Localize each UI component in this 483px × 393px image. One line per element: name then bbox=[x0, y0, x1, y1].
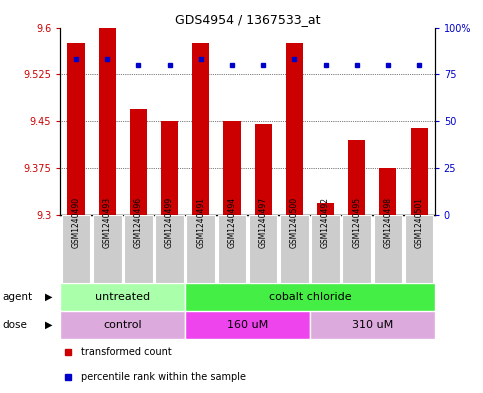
FancyBboxPatch shape bbox=[405, 215, 433, 283]
Text: GSM1240497: GSM1240497 bbox=[258, 196, 268, 248]
FancyBboxPatch shape bbox=[93, 215, 122, 283]
Text: GSM1240491: GSM1240491 bbox=[196, 197, 205, 248]
Bar bbox=[286, 43, 303, 215]
Text: GSM1240494: GSM1240494 bbox=[227, 196, 237, 248]
Bar bbox=[68, 43, 85, 215]
Bar bbox=[379, 168, 397, 215]
Bar bbox=[411, 128, 427, 215]
Text: GSM1240492: GSM1240492 bbox=[321, 197, 330, 248]
Title: GDS4954 / 1367533_at: GDS4954 / 1367533_at bbox=[175, 13, 320, 26]
FancyBboxPatch shape bbox=[60, 311, 185, 339]
Text: 310 uM: 310 uM bbox=[352, 320, 393, 330]
Bar bbox=[99, 28, 116, 215]
Text: agent: agent bbox=[2, 292, 32, 302]
Text: dose: dose bbox=[2, 320, 28, 330]
Text: ▶: ▶ bbox=[44, 320, 52, 330]
FancyBboxPatch shape bbox=[217, 215, 246, 283]
Text: GSM1240498: GSM1240498 bbox=[384, 197, 392, 248]
FancyBboxPatch shape bbox=[185, 311, 310, 339]
FancyBboxPatch shape bbox=[342, 215, 371, 283]
Text: GSM1240490: GSM1240490 bbox=[71, 196, 81, 248]
FancyBboxPatch shape bbox=[249, 215, 277, 283]
Text: 160 uM: 160 uM bbox=[227, 320, 268, 330]
FancyBboxPatch shape bbox=[373, 215, 402, 283]
Text: control: control bbox=[103, 320, 142, 330]
Text: GSM1240499: GSM1240499 bbox=[165, 196, 174, 248]
Bar bbox=[192, 43, 209, 215]
FancyBboxPatch shape bbox=[62, 215, 90, 283]
FancyBboxPatch shape bbox=[280, 215, 309, 283]
Bar bbox=[161, 121, 178, 215]
Bar bbox=[130, 109, 147, 215]
Bar bbox=[223, 121, 241, 215]
Text: GSM1240493: GSM1240493 bbox=[103, 196, 112, 248]
Text: cobalt chloride: cobalt chloride bbox=[269, 292, 351, 302]
FancyBboxPatch shape bbox=[124, 215, 153, 283]
Text: GSM1240500: GSM1240500 bbox=[290, 196, 299, 248]
FancyBboxPatch shape bbox=[155, 215, 184, 283]
Bar bbox=[255, 125, 272, 215]
Text: GSM1240495: GSM1240495 bbox=[352, 196, 361, 248]
Text: untreated: untreated bbox=[95, 292, 150, 302]
Text: GSM1240496: GSM1240496 bbox=[134, 196, 143, 248]
Text: transformed count: transformed count bbox=[81, 347, 172, 356]
FancyBboxPatch shape bbox=[186, 215, 215, 283]
Text: percentile rank within the sample: percentile rank within the sample bbox=[81, 371, 246, 382]
FancyBboxPatch shape bbox=[311, 215, 340, 283]
FancyBboxPatch shape bbox=[310, 311, 435, 339]
Text: ▶: ▶ bbox=[44, 292, 52, 302]
Text: GSM1240501: GSM1240501 bbox=[414, 197, 424, 248]
Bar bbox=[317, 202, 334, 215]
FancyBboxPatch shape bbox=[185, 283, 435, 311]
Bar bbox=[348, 140, 365, 215]
FancyBboxPatch shape bbox=[60, 283, 185, 311]
